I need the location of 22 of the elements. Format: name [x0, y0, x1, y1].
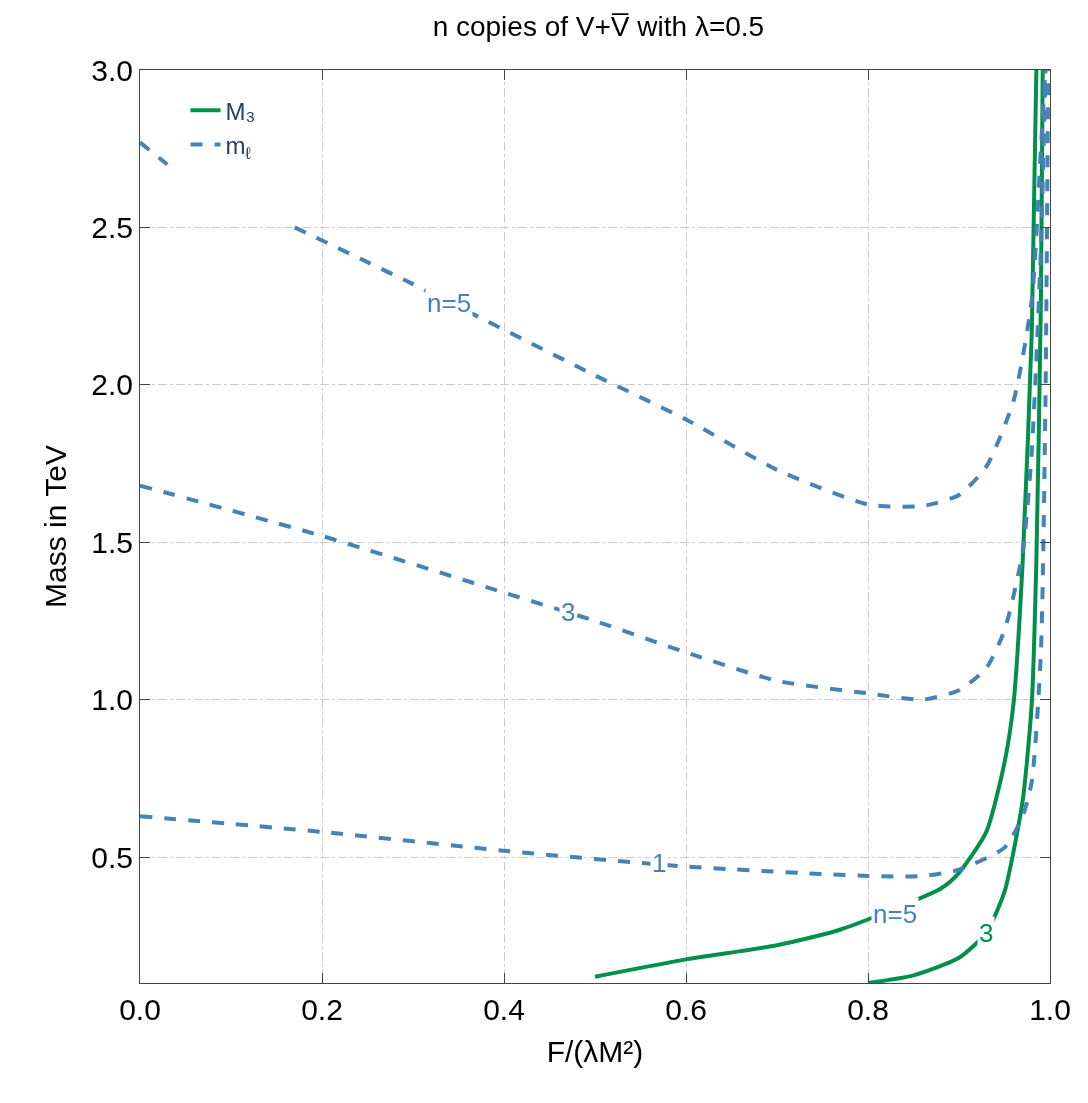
legend-label: m$_{ℓ}$	[225, 131, 252, 163]
x-tick-label: 1.0	[1029, 993, 1071, 1026]
y-tick-label: 3.0	[91, 53, 133, 87]
y-tick-label: 2.0	[91, 368, 133, 402]
legend-label: M₃	[225, 97, 256, 125]
chart-title: n copies of V+V̅ with λ=0.5	[432, 11, 765, 43]
annotation: 3	[561, 597, 576, 627]
y-tick-label: 0.5	[91, 840, 133, 874]
x-tick-label: 0.8	[847, 993, 889, 1026]
y-axis-title: Mass in TeV	[39, 445, 73, 608]
x-tick-label: 0.2	[301, 993, 343, 1026]
y-tick-label: 2.5	[91, 210, 133, 244]
annotation: n=5	[427, 288, 472, 318]
x-axis-title: F/(λM²)	[546, 1034, 644, 1068]
annotation: 1	[652, 848, 667, 878]
line-series	[593, 70, 1039, 979]
y-tick-label: 1.0	[91, 683, 133, 717]
y-tick-label: 1.5	[91, 525, 133, 559]
annotation: n=5	[873, 899, 918, 929]
x-tick-label: 0.6	[665, 993, 707, 1026]
x-tick-label: 0.4	[483, 993, 525, 1026]
x-tick-label: 0.0	[119, 993, 161, 1026]
